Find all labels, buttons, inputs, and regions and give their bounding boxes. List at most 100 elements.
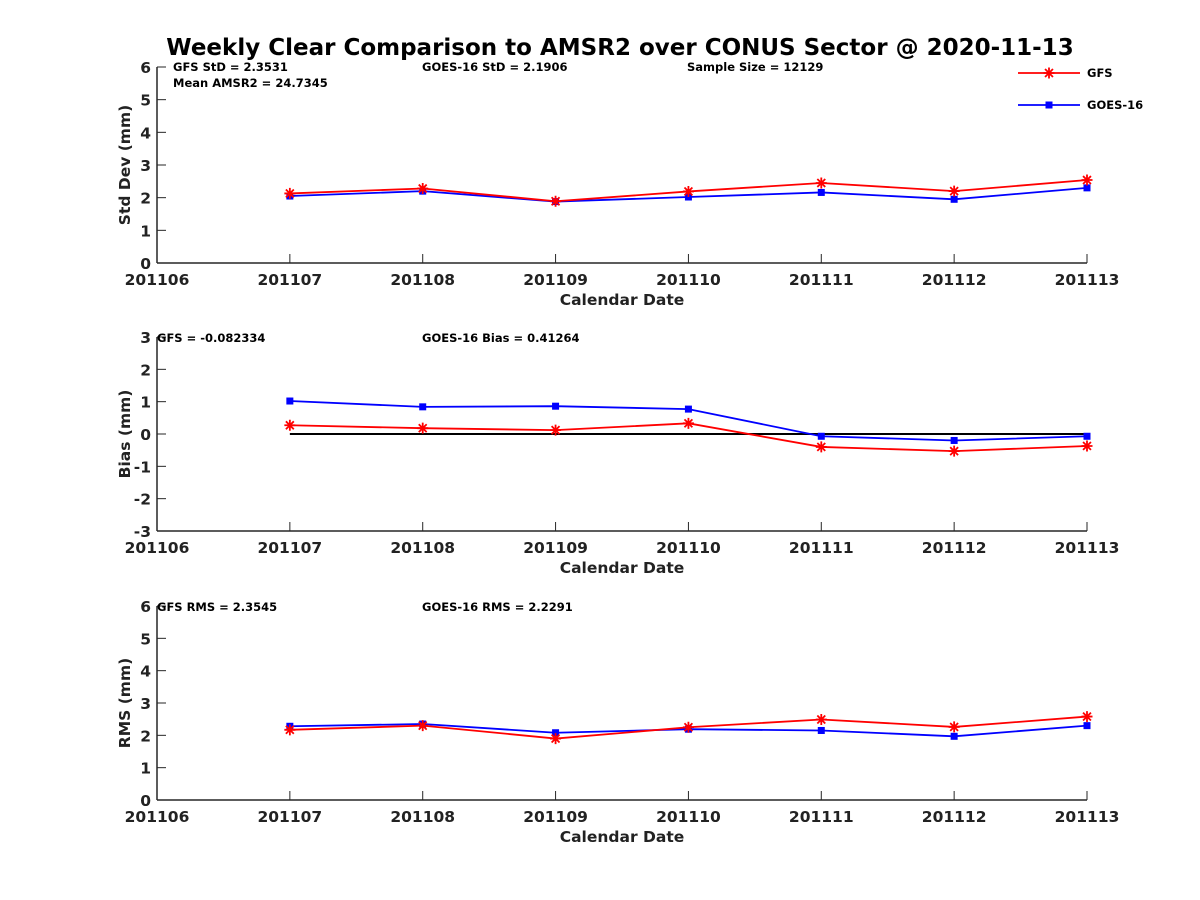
goes16-data-point <box>1083 184 1091 192</box>
x-tick-label: 201107 <box>257 808 322 826</box>
gfs-data-point <box>284 187 296 199</box>
y-tick-label: 4 <box>140 663 151 681</box>
x-tick-label: 201108 <box>390 808 455 826</box>
gfs-data-point <box>550 195 562 207</box>
y-axis-label: Std Dev (mm) <box>116 105 134 225</box>
gfs-data-point <box>1081 711 1093 723</box>
goes16-data-point <box>419 403 427 411</box>
x-axis-label: Calendar Date <box>560 828 685 846</box>
gfs-data-point <box>1081 440 1093 452</box>
goes16-data-point <box>286 397 294 405</box>
goes16-data-point <box>684 405 692 413</box>
x-tick-label: 201111 <box>789 539 854 557</box>
gfs-data-point <box>682 417 694 429</box>
y-tick-label: 3 <box>140 329 151 347</box>
x-axis-label: Calendar Date <box>560 291 685 309</box>
x-tick-label: 201109 <box>523 271 588 289</box>
stat-annotation: GFS RMS = 2.3545 <box>157 600 277 614</box>
x-tick-label: 201111 <box>789 271 854 289</box>
goes16-data-point <box>950 195 958 203</box>
y-tick-label: 5 <box>140 92 151 110</box>
y-tick-label: 2 <box>140 190 151 208</box>
gfs-data-point <box>815 713 827 725</box>
y-tick-label: 6 <box>140 59 151 77</box>
x-tick-label: 201113 <box>1055 539 1120 557</box>
y-tick-label: 0 <box>140 792 151 810</box>
stat-annotation: GOES-16 RMS = 2.2291 <box>422 600 573 614</box>
gfs-data-point <box>682 721 694 733</box>
goes16-data-point <box>950 436 958 444</box>
y-axis-label: RMS (mm) <box>116 658 134 748</box>
gfs-data-point <box>417 422 429 434</box>
gfs-data-point <box>550 424 562 436</box>
gfs-data-point <box>948 445 960 457</box>
x-tick-label: 201107 <box>257 271 322 289</box>
x-tick-label: 201106 <box>125 271 190 289</box>
goes16-data-point <box>1083 722 1091 730</box>
x-tick-label: 201110 <box>656 271 721 289</box>
gfs-data-point <box>948 721 960 733</box>
x-tick-label: 201110 <box>656 539 721 557</box>
goes16-data-point <box>817 726 825 734</box>
x-tick-label: 201108 <box>390 271 455 289</box>
gfs-data-point <box>948 185 960 197</box>
gfs-data-point <box>1081 174 1093 186</box>
x-tick-label: 201106 <box>125 808 190 826</box>
y-tick-label: 3 <box>140 695 151 713</box>
y-tick-label: 0 <box>140 426 151 444</box>
x-tick-label: 201109 <box>523 808 588 826</box>
y-tick-label: 1 <box>140 394 151 412</box>
x-axis-label: Calendar Date <box>560 559 685 577</box>
x-tick-label: 201110 <box>656 808 721 826</box>
goes16-data-point <box>817 432 825 440</box>
x-tick-label: 201113 <box>1055 808 1120 826</box>
y-tick-label: 2 <box>140 361 151 379</box>
stat-annotation: GFS = -0.082334 <box>157 331 265 345</box>
y-tick-label: 5 <box>140 630 151 648</box>
stat-annotation: Sample Size = 12129 <box>687 60 823 74</box>
x-tick-label: 201112 <box>922 808 987 826</box>
gfs-data-point <box>417 720 429 732</box>
gfs-data-point <box>815 441 827 453</box>
stat-annotation: GOES-16 StD = 2.1906 <box>422 60 567 74</box>
gfs-data-point <box>682 185 694 197</box>
gfs-data-point <box>417 183 429 195</box>
panel-3: 0 1 2 3 4 5 6 201106 201107 201108 201109 201110 201… <box>116 598 1119 846</box>
y-tick-label: 4 <box>140 124 151 142</box>
y-tick-label: 3 <box>140 157 151 175</box>
x-tick-label: 201106 <box>125 539 190 557</box>
legend-square-marker <box>1045 101 1053 109</box>
x-tick-label: 201112 <box>922 271 987 289</box>
chart-title: Weekly Clear Comparison to AMSR2 over CO… <box>166 35 1073 61</box>
x-tick-label: 201108 <box>390 539 455 557</box>
legend: GFS GOES-16 <box>1018 66 1143 112</box>
legend-star-marker <box>1043 67 1055 79</box>
legend-label: GFS <box>1087 66 1113 80</box>
y-tick-label: 6 <box>140 598 151 616</box>
goes16-data-point <box>950 732 958 740</box>
goes16-data-point <box>817 188 825 196</box>
x-tick-label: 201113 <box>1055 271 1120 289</box>
x-tick-label: 201107 <box>257 539 322 557</box>
y-tick-label: -2 <box>134 491 151 509</box>
stat-annotation: GOES-16 Bias = 0.41264 <box>422 331 579 345</box>
x-tick-label: 201109 <box>523 539 588 557</box>
gfs-data-point <box>284 419 296 431</box>
x-tick-label: 201111 <box>789 808 854 826</box>
panel-2: -3 -2 -1 0 1 2 3 201106 201107 201108 201109 201110… <box>116 329 1119 577</box>
y-tick-label: -3 <box>134 523 151 541</box>
y-tick-label: 1 <box>140 222 151 240</box>
stat-annotation: GFS StD = 2.3531 <box>173 60 288 74</box>
x-tick-label: 201112 <box>922 539 987 557</box>
y-axis-label: Bias (mm) <box>116 390 134 479</box>
gfs-data-point <box>284 724 296 736</box>
gfs-data-point <box>550 733 562 745</box>
y-tick-label: 0 <box>140 255 151 273</box>
stat-annotation: Mean AMSR2 = 24.7345 <box>173 76 328 90</box>
y-tick-label: -1 <box>134 458 151 476</box>
goes16-data-point <box>552 402 560 410</box>
legend-label: GOES-16 <box>1087 98 1143 112</box>
